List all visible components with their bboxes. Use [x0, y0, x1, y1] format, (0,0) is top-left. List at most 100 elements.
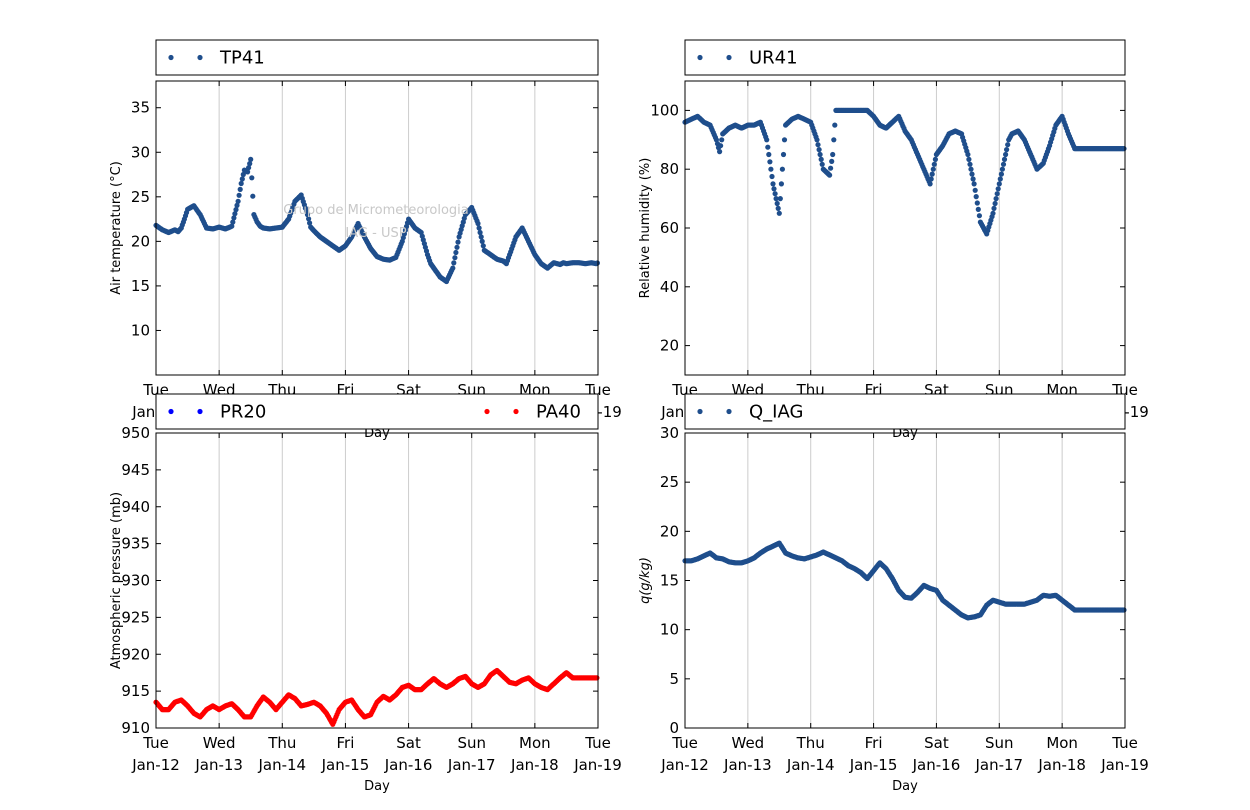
data-point — [991, 205, 997, 211]
x-axis-label: Day — [892, 779, 918, 794]
data-point — [245, 169, 251, 175]
data-point — [967, 161, 973, 167]
data-point — [780, 151, 787, 158]
data-point — [475, 220, 481, 227]
y-tick-label: 20 — [131, 232, 150, 250]
data-point — [996, 181, 1002, 187]
data-point — [830, 151, 836, 158]
data-point — [594, 260, 601, 266]
data-point — [975, 206, 981, 212]
x-tick-label-date: Jan-15 — [321, 756, 370, 774]
y-tick-label: 950 — [121, 424, 150, 442]
data-point — [718, 143, 724, 149]
data-point — [306, 216, 312, 222]
data-point — [479, 238, 485, 244]
data-point — [815, 142, 821, 148]
data-point — [452, 255, 458, 261]
legend-box — [684, 393, 1126, 430]
data-point — [932, 156, 939, 162]
data-point — [999, 166, 1006, 172]
y-tick-label: 20 — [660, 522, 679, 540]
x-tick-label-date: Jan-17 — [447, 756, 496, 774]
x-tick-label-date: Jan-14 — [786, 756, 835, 774]
x-tick-label-date: Jan-17 — [974, 756, 1023, 774]
data-points — [682, 107, 1127, 237]
y-tick-label: 945 — [121, 461, 150, 479]
x-tick-label-date: Jan-13 — [723, 756, 772, 774]
data-point — [966, 156, 972, 162]
data-point — [828, 165, 834, 171]
data-point — [476, 225, 482, 231]
data-point — [816, 147, 822, 153]
data-point — [781, 137, 788, 143]
legend-label: UR41 — [749, 48, 798, 69]
data-point — [239, 176, 245, 182]
y-tick-label: 15 — [660, 572, 679, 590]
data-point — [453, 249, 459, 256]
data-point — [775, 205, 781, 211]
x-tick-label-day: Wed — [732, 734, 765, 752]
x-tick-label-date: Jan-18 — [510, 756, 559, 774]
data-point — [1000, 161, 1007, 167]
chart-panel-1: 101520253035TueJan-12WedJan-13ThuJan-14F… — [109, 80, 622, 441]
y-tick-label: 910 — [121, 719, 150, 737]
legend-box — [155, 39, 599, 76]
data-points — [153, 156, 601, 285]
x-tick-label-date: Jan-14 — [257, 756, 306, 774]
axes-frame — [684, 432, 1126, 729]
data-point — [968, 166, 974, 172]
legend: UR41 — [684, 39, 1126, 76]
x-tick-label-day: Tue — [584, 734, 611, 752]
y-tick-label: 930 — [121, 572, 150, 590]
data-point — [976, 213, 983, 219]
data-point — [831, 137, 837, 143]
data-point — [240, 171, 246, 178]
data-point — [236, 192, 242, 198]
x-tick-label-day: Fri — [865, 734, 883, 752]
y-tick-label: 100 — [650, 101, 679, 119]
data-point — [994, 191, 1000, 197]
watermark-line1: Grupo de Micrometeorologia — [283, 203, 469, 218]
y-tick-label: 5 — [669, 670, 679, 688]
data-point — [770, 181, 776, 187]
data-point — [238, 180, 244, 187]
data-point — [1001, 156, 1008, 162]
x-tick-label-day: Tue — [142, 734, 169, 752]
y-axis-label: Air temperature (°C) — [109, 161, 124, 295]
x-tick-label-day: Mon — [519, 734, 551, 752]
data-point — [992, 200, 998, 207]
y-tick-label: 80 — [660, 160, 679, 178]
x-tick-label-day: Tue — [1111, 734, 1138, 752]
axes-frame — [155, 80, 599, 376]
data-point — [231, 215, 237, 221]
data-point — [973, 194, 979, 200]
data-points — [682, 540, 1127, 621]
x-tick-label-day: Thu — [796, 734, 825, 752]
y-tick-label: 40 — [660, 278, 679, 296]
y-tick-label: 920 — [121, 645, 150, 663]
x-tick-label-day: Thu — [267, 734, 296, 752]
y-tick-label: 0 — [669, 719, 679, 737]
y-tick-label: 30 — [131, 143, 150, 161]
data-point — [1005, 142, 1011, 148]
data-point — [455, 239, 461, 245]
data-point — [1121, 607, 1127, 613]
data-point — [929, 171, 935, 177]
data-point — [450, 265, 456, 271]
data-point — [764, 137, 770, 143]
data-points — [153, 667, 600, 727]
legend-box — [684, 39, 1126, 76]
data-point — [719, 137, 725, 143]
data-point — [304, 212, 311, 218]
data-point — [778, 181, 785, 187]
data-point — [768, 166, 774, 172]
data-point — [237, 186, 243, 192]
y-axis-label: Relative humidity (%) — [638, 158, 653, 299]
data-point — [766, 151, 772, 158]
y-tick-label: 20 — [660, 337, 679, 355]
data-point — [232, 211, 238, 217]
data-point — [230, 219, 236, 225]
legend-marker — [726, 54, 732, 61]
data-point — [965, 151, 971, 158]
data-point — [250, 193, 256, 199]
